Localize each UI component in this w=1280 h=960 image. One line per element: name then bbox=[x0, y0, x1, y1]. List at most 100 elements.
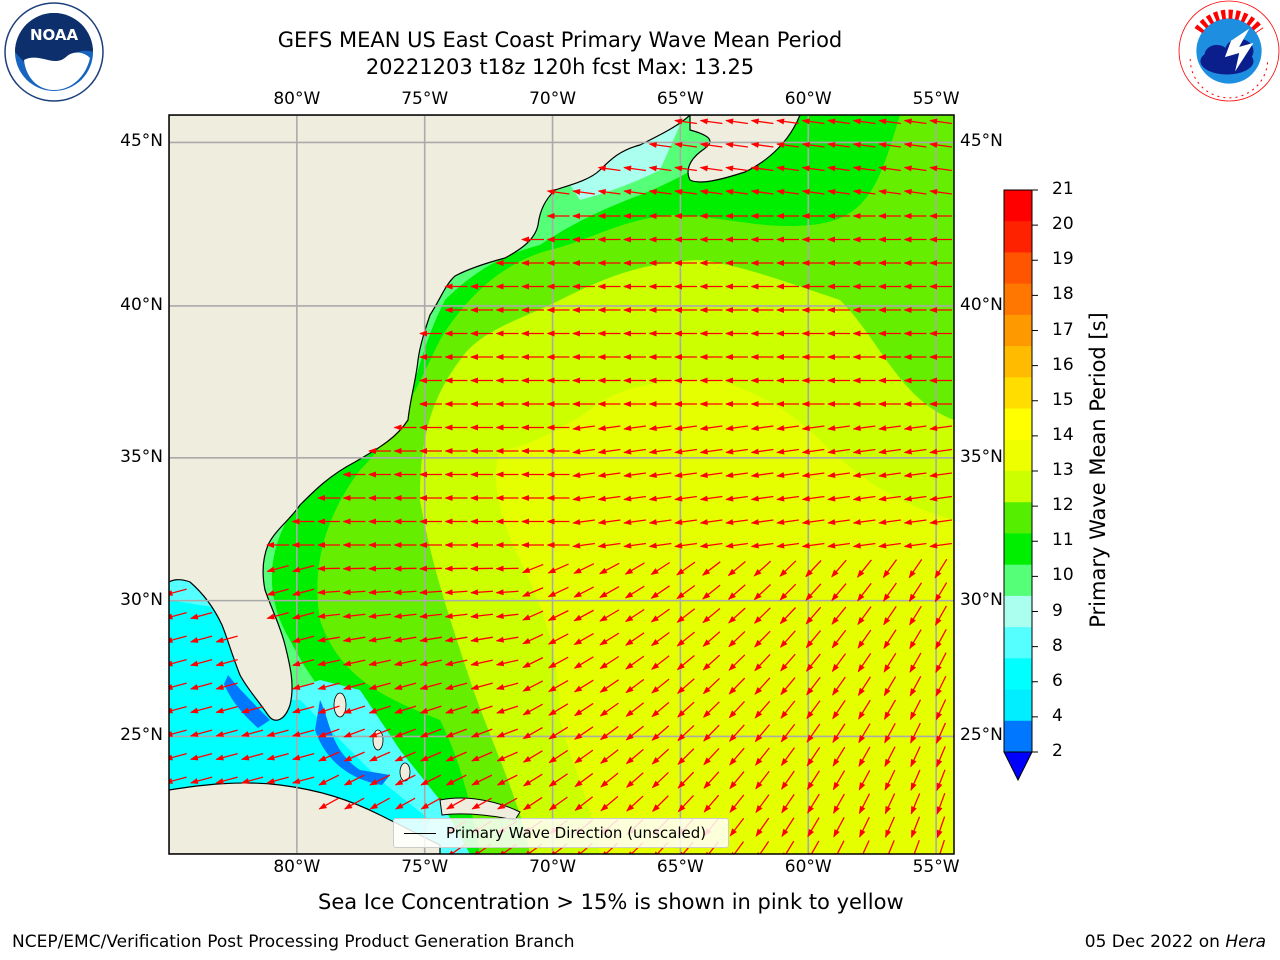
lat-label-left: 45°N bbox=[120, 131, 163, 152]
lat-label-left: 40°N bbox=[120, 294, 163, 315]
wave-arrow bbox=[597, 377, 621, 384]
wave-arrow bbox=[776, 307, 799, 313]
wave-arrow bbox=[801, 519, 825, 526]
wave-arrow bbox=[495, 542, 519, 548]
wave-arrow bbox=[626, 795, 644, 812]
wave-arrow bbox=[599, 632, 620, 646]
wave-arrow bbox=[648, 542, 672, 549]
wave-arrow bbox=[776, 495, 799, 502]
wave-arrow bbox=[909, 652, 922, 673]
wave-arrow bbox=[725, 542, 748, 549]
wave-arrow bbox=[857, 629, 872, 649]
wave-arrow bbox=[674, 448, 697, 455]
wave-arrow bbox=[419, 424, 442, 431]
wave-arrow bbox=[878, 118, 901, 125]
wave-arrow bbox=[903, 141, 927, 148]
colorbar-segment bbox=[1004, 408, 1032, 441]
wave-arrow bbox=[547, 633, 569, 645]
wave-arrow bbox=[827, 165, 850, 172]
wave-arrow bbox=[776, 213, 799, 219]
wave-arrow bbox=[572, 542, 595, 549]
wave-arrow bbox=[572, 283, 595, 290]
wave-arrow bbox=[725, 377, 748, 384]
wave-arrow bbox=[623, 495, 646, 502]
wave-arrow bbox=[495, 307, 519, 313]
wave-arrow bbox=[674, 472, 697, 479]
wave-arrow bbox=[546, 236, 570, 243]
wave-arrow bbox=[419, 518, 442, 525]
wave-arrow bbox=[725, 165, 748, 172]
wave-arrow bbox=[725, 213, 748, 219]
wave-arrow bbox=[650, 561, 671, 576]
wave-arrow bbox=[831, 653, 847, 673]
wave-arrow bbox=[573, 679, 594, 693]
wave-arrow bbox=[444, 377, 468, 384]
wave-arrow bbox=[470, 307, 493, 313]
wave-arrow bbox=[546, 307, 570, 313]
wave-arrow bbox=[878, 401, 901, 407]
wave-arrow bbox=[597, 260, 621, 266]
wave-arrow bbox=[852, 236, 876, 243]
wave-arrow bbox=[624, 608, 645, 623]
wave-arrow bbox=[547, 586, 569, 598]
wave-arrow bbox=[266, 542, 289, 548]
wave-arrow bbox=[754, 654, 771, 672]
wave-arrow bbox=[858, 770, 871, 791]
wave-arrow bbox=[393, 636, 417, 643]
wave-arrow bbox=[776, 377, 799, 384]
noaa-logo: NOAA bbox=[4, 2, 104, 102]
wave-arrow bbox=[600, 772, 619, 788]
wave-arrow bbox=[470, 448, 493, 454]
wave-arrow bbox=[623, 448, 646, 455]
wave-arrow bbox=[754, 630, 771, 648]
wave-arrow bbox=[598, 562, 620, 575]
lon-label-top: 75°W bbox=[401, 89, 449, 109]
wave-arrow bbox=[776, 165, 799, 172]
wave-arrow bbox=[623, 377, 646, 384]
wave-arrow bbox=[852, 425, 876, 432]
wave-arrow bbox=[936, 816, 946, 839]
nws-logo bbox=[1178, 0, 1280, 102]
colorbar-segment bbox=[1004, 377, 1032, 410]
wave-arrow bbox=[547, 563, 569, 574]
wave-arrow bbox=[419, 565, 443, 572]
wave-arrow bbox=[393, 659, 417, 667]
wave-arrow bbox=[903, 542, 927, 549]
wave-arrow bbox=[189, 729, 213, 737]
wave-arrow bbox=[368, 471, 391, 478]
wave-arrow bbox=[623, 401, 646, 407]
wave-arrow bbox=[755, 817, 770, 837]
wave-arrow bbox=[548, 796, 568, 811]
wave-arrow bbox=[878, 448, 901, 455]
wave-arrow bbox=[393, 424, 417, 431]
wave-arrow bbox=[807, 793, 820, 814]
wave-arrow bbox=[318, 774, 340, 786]
wave-arrow bbox=[903, 354, 927, 360]
wave-arrow bbox=[215, 635, 238, 643]
wave-arrow bbox=[215, 706, 238, 714]
wave-arrow bbox=[699, 165, 723, 172]
wave-arrow bbox=[801, 448, 825, 455]
colorbar-segment bbox=[1004, 314, 1032, 347]
wave-arrow bbox=[572, 330, 595, 337]
wave-arrow bbox=[827, 307, 850, 313]
colorbar-segment bbox=[1004, 564, 1032, 597]
colorbar-tick-label: 19 bbox=[1052, 249, 1074, 270]
wave-arrow bbox=[878, 377, 901, 384]
wave-arrow bbox=[368, 565, 392, 572]
wave-arrow bbox=[729, 747, 745, 766]
wave-arrow bbox=[750, 141, 774, 148]
wave-arrow bbox=[827, 213, 850, 219]
wave-arrow bbox=[801, 118, 825, 125]
wave-arrow bbox=[910, 746, 921, 768]
wave-arrow bbox=[393, 565, 417, 572]
wave-arrow bbox=[857, 676, 872, 697]
wave-arrow bbox=[521, 236, 544, 243]
wave-arrow bbox=[546, 260, 570, 266]
wave-arrow bbox=[753, 583, 771, 601]
wave-arrow bbox=[521, 377, 544, 384]
wave-arrow bbox=[878, 519, 901, 526]
wave-arrow bbox=[445, 751, 467, 762]
wave-arrow bbox=[189, 659, 213, 667]
wave-arrow bbox=[368, 542, 391, 548]
